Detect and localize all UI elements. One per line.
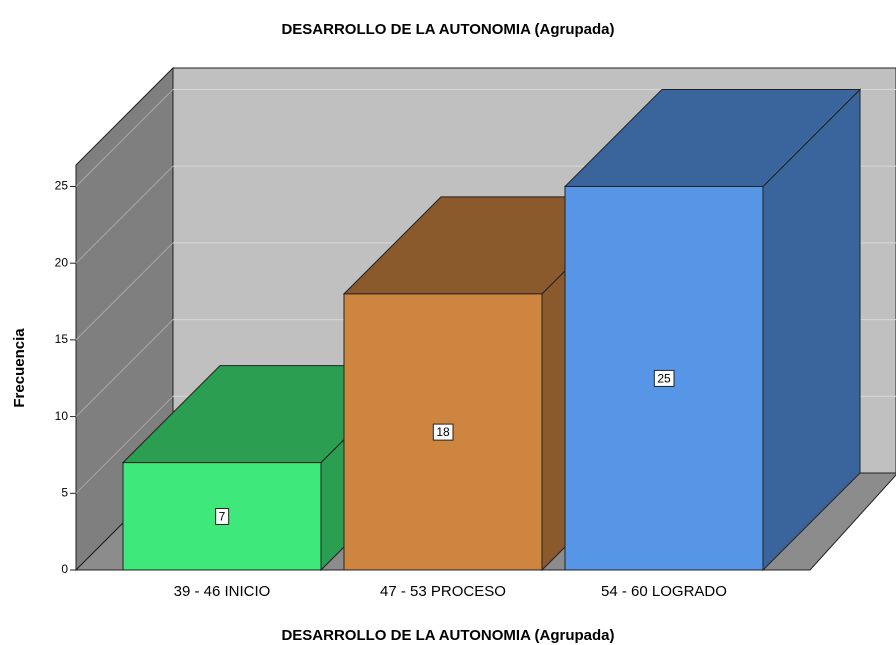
value-label: 25 xyxy=(657,371,671,385)
grid-line xyxy=(75,319,174,417)
y-tick-label: 0 xyxy=(61,562,68,576)
value-label: 18 xyxy=(436,425,450,439)
bar xyxy=(563,88,862,572)
x-tick-label: 39 - 46 INICIO xyxy=(174,583,271,600)
grid-line xyxy=(75,165,174,264)
value-label-box xyxy=(653,369,675,387)
y-tick-label: 10 xyxy=(55,409,69,423)
x-axis-title: DESARROLLO DE LA AUTONOMIA (Agrupada) xyxy=(281,627,614,644)
value-label-box xyxy=(215,507,230,525)
value-label-box xyxy=(432,423,454,441)
y-tick-label: 15 xyxy=(55,332,69,346)
x-tick-label: 47 - 53 PROCESO xyxy=(380,583,506,600)
grid-line xyxy=(75,395,174,494)
y-axis-title: Frecuencia xyxy=(11,328,28,408)
y-tick-label: 20 xyxy=(55,255,69,269)
value-label: 7 xyxy=(219,509,226,523)
y-tick-label: 25 xyxy=(55,179,69,193)
grid-line xyxy=(75,89,174,187)
x-tick-label: 54 - 60 LOGRADO xyxy=(601,583,727,600)
grid-line xyxy=(75,242,174,341)
chart-title: DESARROLLO DE LA AUTONOMIA (Agrupada) xyxy=(281,21,614,38)
y-tick-label: 5 xyxy=(61,485,68,499)
